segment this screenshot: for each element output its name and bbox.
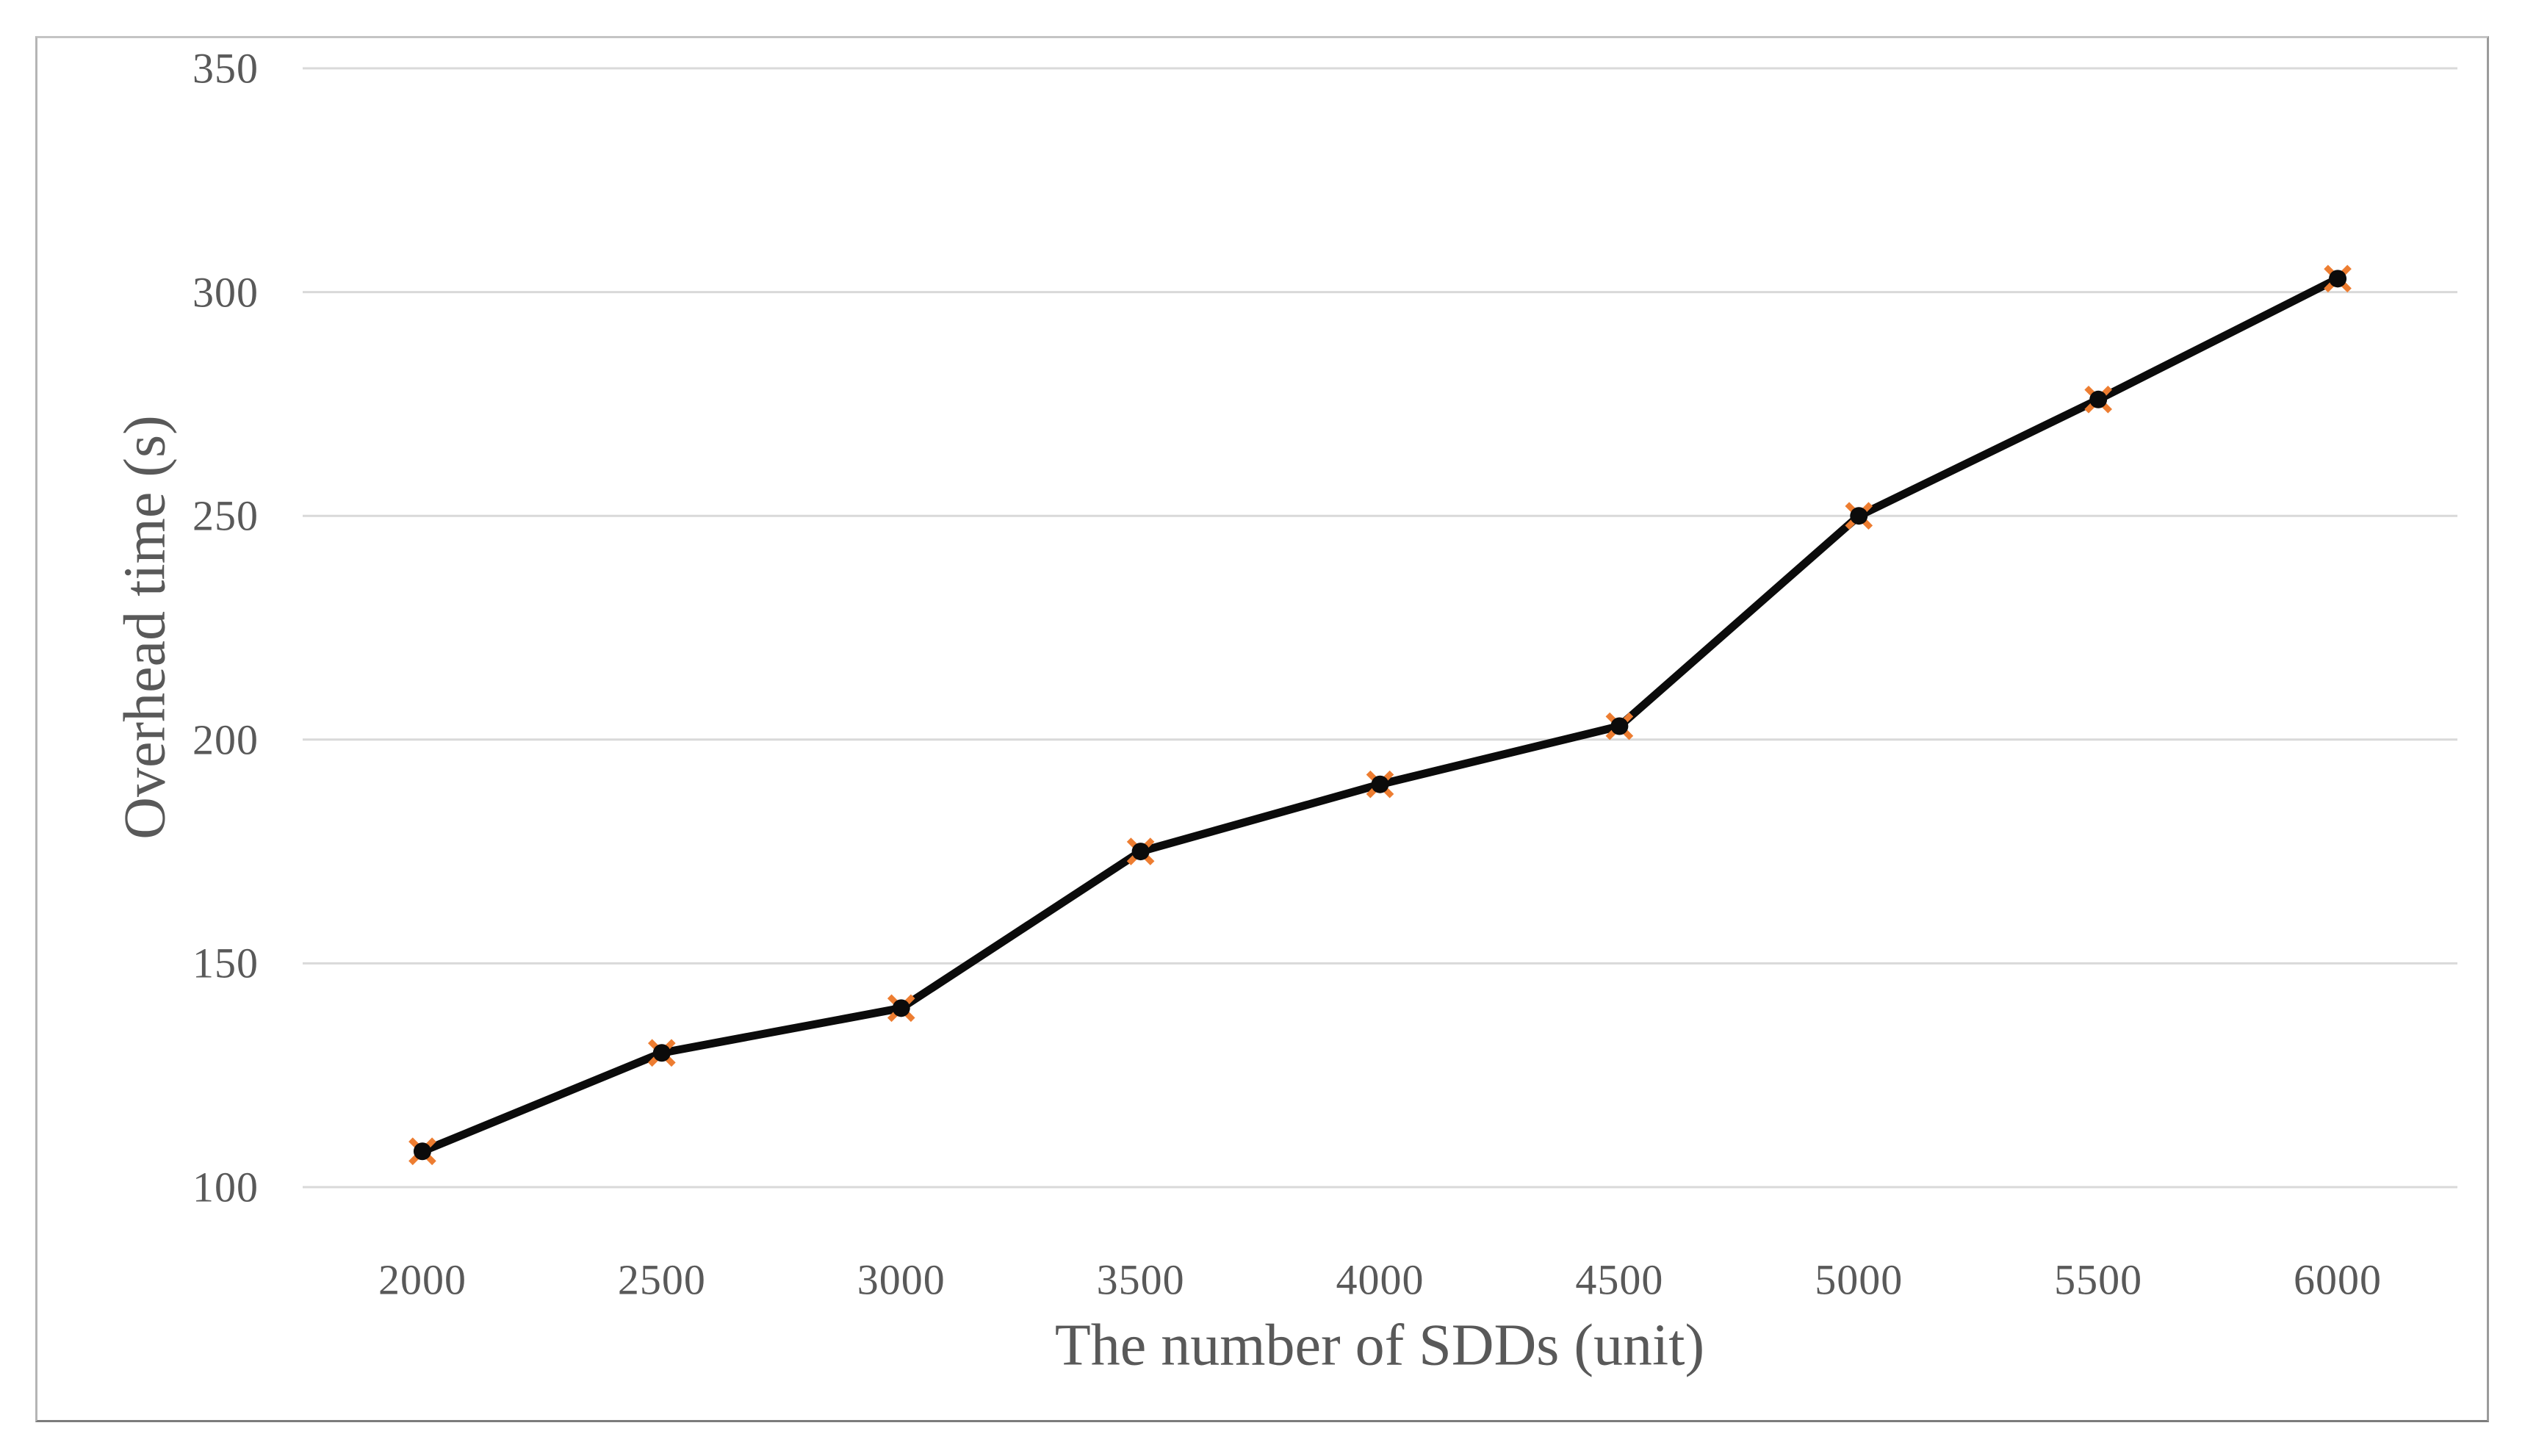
data-point-marker: [2329, 270, 2347, 288]
data-point-marker: [1610, 717, 1629, 735]
data-point-marker: [652, 1044, 671, 1062]
data-point-marker: [2089, 390, 2108, 408]
data-point-marker: [1850, 507, 1868, 525]
x-tick-label: 2500: [617, 1255, 706, 1304]
x-axis-title: The number of SDDs (unit): [1054, 1313, 1705, 1378]
y-tick-label: 200: [192, 716, 259, 764]
x-tick-label: 5000: [1815, 1255, 1903, 1304]
y-tick-label: 100: [192, 1163, 259, 1211]
x-tick-label: 3000: [857, 1255, 945, 1304]
data-point-marker: [1371, 775, 1389, 793]
data-point-marker: [892, 999, 910, 1017]
y-tick-label: 250: [192, 491, 259, 540]
x-tick-label: 5500: [2054, 1255, 2143, 1304]
y-tick-label: 150: [192, 939, 259, 987]
x-tick-label: 4500: [1575, 1255, 1664, 1304]
y-tick-label: 300: [192, 268, 259, 317]
x-tick-label: 6000: [2294, 1255, 2382, 1304]
figure-border: [35, 36, 2489, 1422]
y-tick-label: 350: [192, 44, 259, 93]
data-line: [418, 274, 2342, 1156]
data-point-marker: [1131, 843, 1150, 861]
data-point-marker: [413, 1142, 431, 1161]
x-tick-label: 4000: [1336, 1255, 1424, 1304]
x-tick-label: 3500: [1096, 1255, 1185, 1304]
y-axis-title: Overhead time (s): [112, 415, 178, 840]
x-tick-label: 2000: [378, 1255, 467, 1304]
